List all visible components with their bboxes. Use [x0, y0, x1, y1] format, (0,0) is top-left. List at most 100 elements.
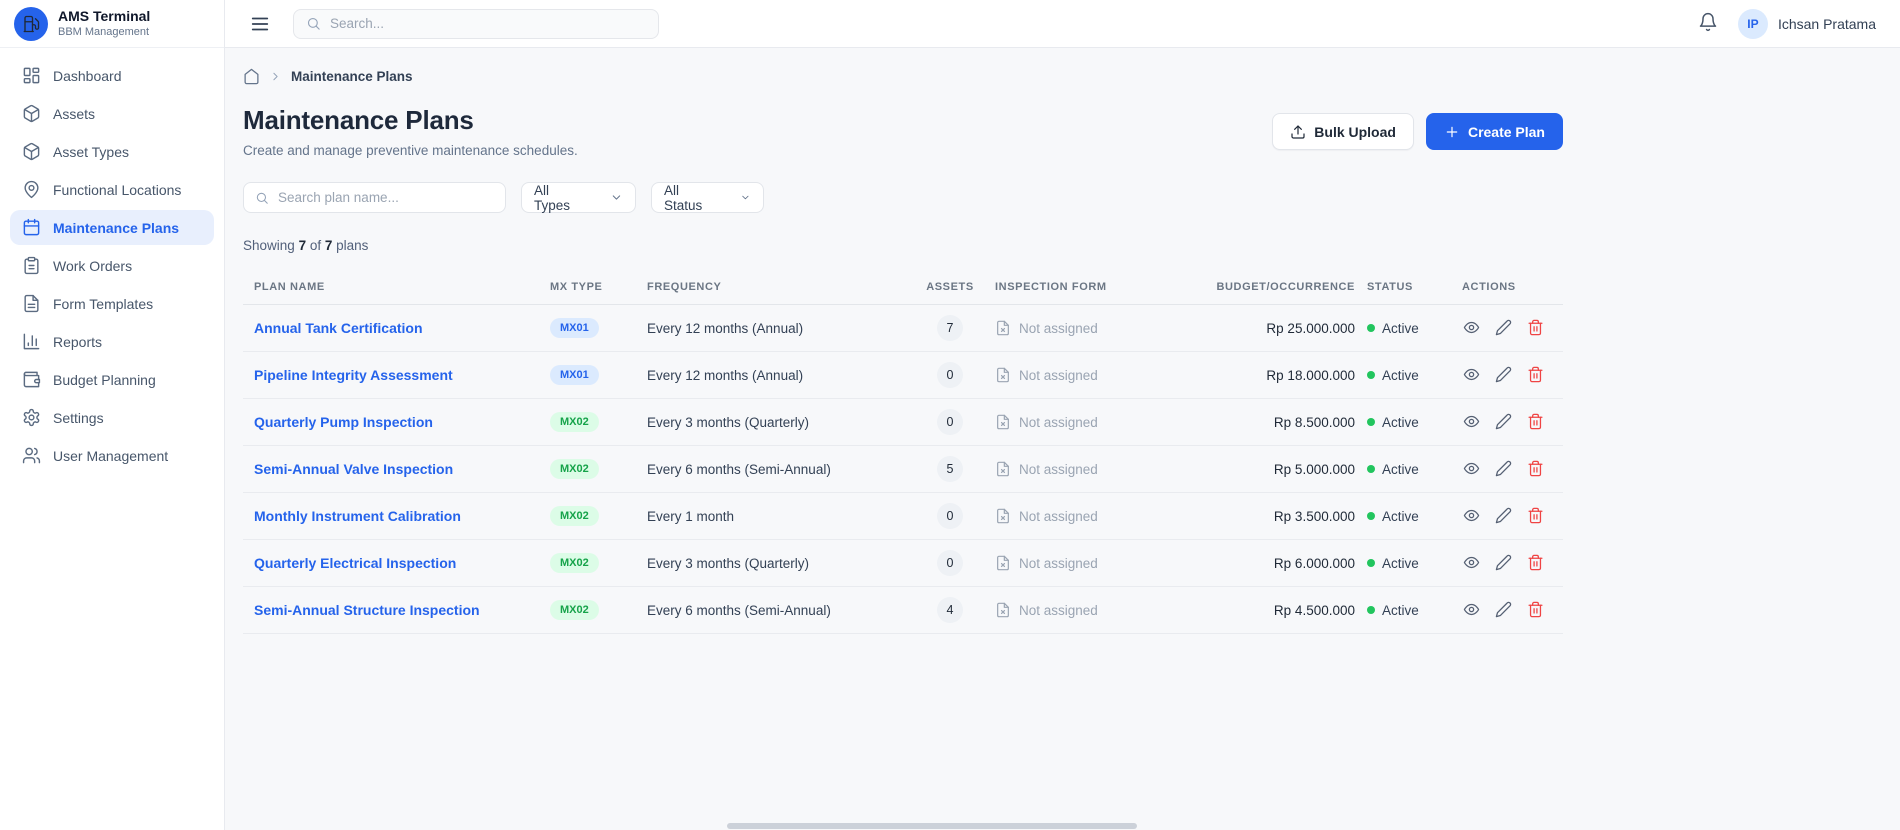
assets-count-badge: 4 — [937, 597, 963, 623]
plus-icon — [1446, 126, 1458, 137]
inspection-form-label: Not assigned — [1019, 508, 1098, 524]
plan-name-link[interactable]: Semi-Annual Structure Inspection — [254, 602, 480, 618]
sidebar-item-user-management[interactable]: User Management — [10, 438, 214, 473]
delete-trash-icon[interactable] — [1526, 413, 1544, 431]
main-area: IP Ichsan Pratama Maintenance Plans Main… — [225, 0, 1900, 830]
app-title: AMS Terminal — [58, 7, 151, 24]
edit-pencil-icon[interactable] — [1494, 319, 1512, 337]
sidebar-item-label: Work Orders — [53, 257, 133, 274]
delete-trash-icon[interactable] — [1526, 460, 1544, 478]
view-eye-icon[interactable] — [1462, 413, 1480, 431]
home-icon[interactable] — [243, 68, 260, 85]
delete-trash-icon[interactable] — [1526, 601, 1544, 619]
budget-text: Rp 4.500.000 — [1273, 602, 1355, 618]
status-label: Active — [1382, 555, 1419, 571]
view-eye-icon[interactable] — [1462, 507, 1480, 525]
frequency-text: Every 3 months (Quarterly) — [647, 555, 810, 571]
inspection-form-label: Not assigned — [1019, 461, 1098, 477]
inspection-form-label: Not assigned — [1019, 555, 1098, 571]
plan-name-link[interactable]: Quarterly Electrical Inspection — [254, 555, 457, 571]
file-x-icon — [997, 367, 1009, 383]
sidebar-item-dashboard[interactable]: Dashboard — [10, 58, 214, 93]
view-eye-icon[interactable] — [1462, 554, 1480, 572]
status-cell: Active — [1355, 415, 1450, 430]
plan-search[interactable] — [243, 182, 506, 213]
edit-pencil-icon[interactable] — [1494, 366, 1512, 384]
sidebar-item-maintenance-plans[interactable]: Maintenance Plans — [10, 210, 214, 245]
sidebar-item-reports[interactable]: Reports — [10, 324, 214, 359]
search-icon — [307, 17, 320, 30]
view-eye-icon[interactable] — [1462, 319, 1480, 337]
package-icon — [22, 104, 41, 123]
edit-pencil-icon[interactable] — [1494, 413, 1512, 431]
edit-pencil-icon[interactable] — [1494, 460, 1512, 478]
inspection-form-cell: Not assigned — [980, 320, 1235, 336]
frequency-text: Every 3 months (Quarterly) — [647, 414, 810, 430]
mx-type-badge: MX02 — [550, 459, 599, 479]
file-text-icon — [22, 294, 41, 313]
sidebar-item-budget-planning[interactable]: Budget Planning — [10, 362, 214, 397]
view-eye-icon[interactable] — [1462, 366, 1480, 384]
edit-pencil-icon[interactable] — [1494, 554, 1512, 572]
plan-name-link[interactable]: Annual Tank Certification — [254, 320, 423, 336]
row-actions — [1450, 413, 1563, 431]
global-search[interactable] — [293, 8, 659, 39]
inspection-form-cell: Not assigned — [980, 461, 1235, 477]
notifications-bell-icon[interactable] — [1696, 12, 1720, 36]
horizontal-scrollbar[interactable] — [727, 823, 1137, 829]
plan-name-link[interactable]: Pipeline Integrity Assessment — [254, 367, 453, 383]
avatar: IP — [1737, 8, 1768, 39]
status-filter-select[interactable]: All Status — [651, 182, 764, 213]
sidebar-item-label: Asset Types — [53, 143, 130, 160]
frequency-text: Every 12 months (Annual) — [647, 367, 804, 383]
view-eye-icon[interactable] — [1462, 601, 1480, 619]
status-cell: Active — [1355, 321, 1450, 336]
menu-toggle-icon[interactable] — [249, 11, 275, 37]
frequency-text: Every 1 month — [647, 508, 735, 524]
delete-trash-icon[interactable] — [1526, 554, 1544, 572]
delete-trash-icon[interactable] — [1526, 366, 1544, 384]
view-eye-icon[interactable] — [1462, 460, 1480, 478]
global-search-input[interactable] — [330, 16, 646, 31]
inspection-form-cell: Not assigned — [980, 367, 1235, 383]
type-filter-select[interactable]: All Types — [521, 182, 636, 213]
dashboard-icon — [22, 66, 41, 85]
edit-pencil-icon[interactable] — [1494, 601, 1512, 619]
delete-trash-icon[interactable] — [1526, 507, 1544, 525]
clipboard-icon — [22, 256, 41, 275]
inspection-form-cell: Not assigned — [980, 602, 1235, 618]
sidebar-item-label: Functional Locations — [53, 181, 182, 198]
assets-count-badge: 0 — [937, 409, 963, 435]
plan-search-input[interactable] — [278, 190, 494, 205]
sidebar-item-form-templates[interactable]: Form Templates — [10, 286, 214, 321]
page-subtitle: Create and manage preventive maintenance… — [243, 143, 578, 158]
sidebar-item-label: Assets — [53, 105, 96, 122]
plan-name-link[interactable]: Semi-Annual Valve Inspection — [254, 461, 454, 477]
delete-trash-icon[interactable] — [1526, 319, 1544, 337]
fuel-pump-icon — [14, 6, 48, 41]
plan-name-link[interactable]: Quarterly Pump Inspection — [254, 414, 433, 430]
table-row: Quarterly Electrical Inspection MX02 Eve… — [243, 540, 1563, 587]
mx-type-badge: MX02 — [550, 553, 599, 573]
sidebar-item-assets[interactable]: Assets — [10, 96, 214, 131]
bulk-upload-button[interactable]: Bulk Upload — [1272, 113, 1414, 150]
create-plan-button[interactable]: Create Plan — [1425, 113, 1563, 150]
user-menu[interactable]: IP Ichsan Pratama — [1737, 8, 1876, 39]
status-dot — [1367, 465, 1375, 473]
file-x-icon — [997, 320, 1009, 336]
plan-name-link[interactable]: Monthly Instrument Calibration — [254, 508, 461, 524]
filters-bar: All Types All Status — [243, 182, 1563, 213]
sidebar-item-label: Dashboard — [53, 67, 122, 84]
sidebar-item-functional-locations[interactable]: Functional Locations — [10, 172, 214, 207]
sidebar-item-asset-types[interactable]: Asset Types — [10, 134, 214, 169]
file-x-icon — [997, 461, 1009, 477]
sidebar-item-work-orders[interactable]: Work Orders — [10, 248, 214, 283]
edit-pencil-icon[interactable] — [1494, 507, 1512, 525]
inspection-form-label: Not assigned — [1019, 367, 1098, 383]
sidebar-item-settings[interactable]: Settings — [10, 400, 214, 435]
breadcrumb-current: Maintenance Plans — [291, 69, 413, 84]
search-icon — [256, 192, 268, 204]
table-row: Semi-Annual Valve Inspection MX02 Every … — [243, 446, 1563, 493]
inspection-form-label: Not assigned — [1019, 320, 1098, 336]
